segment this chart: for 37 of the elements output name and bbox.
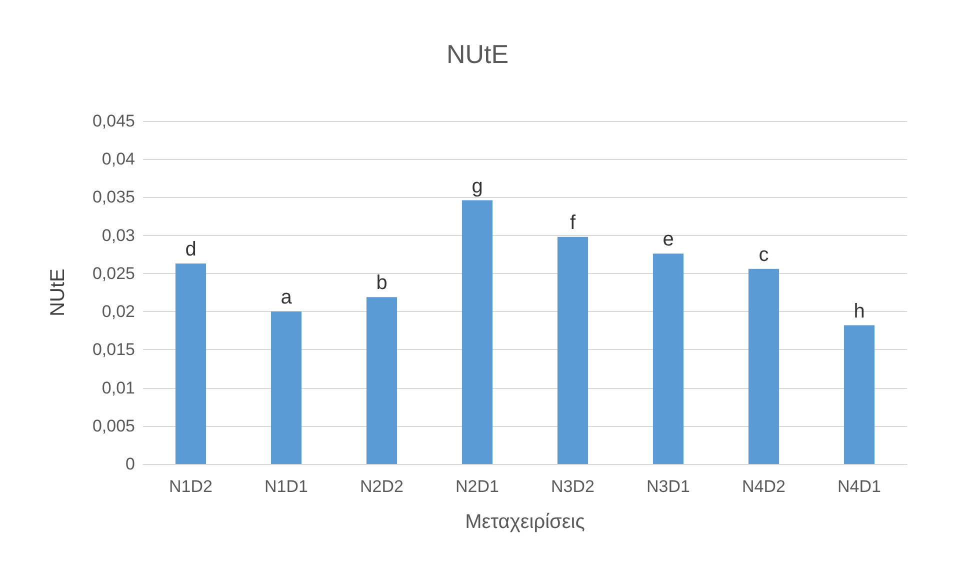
- y-tick-label: 0,005: [92, 416, 135, 436]
- annotation: c: [758, 244, 769, 266]
- annotation: d: [185, 238, 196, 261]
- x-tick-label: N3D2: [551, 477, 594, 496]
- y-tick-label: 0,04: [102, 150, 135, 169]
- bar: [844, 325, 875, 464]
- y-tick-label: 0,045: [92, 112, 135, 130]
- annotation: g: [472, 175, 483, 198]
- annotation: a: [280, 286, 293, 309]
- y-tick-label: 0,015: [92, 340, 135, 360]
- annotation: f: [570, 212, 576, 234]
- x-tick-label: N3D1: [646, 477, 690, 496]
- bar: [652, 254, 684, 464]
- x-tick-label: N1D2: [169, 477, 212, 496]
- bar: [270, 312, 302, 464]
- annotation: h: [854, 300, 865, 322]
- y-tick-label: 0,02: [102, 302, 135, 322]
- y-tick-label: 0,01: [102, 378, 135, 398]
- bar: [557, 236, 588, 464]
- bar: [748, 268, 780, 464]
- y-tick-label: 0,035: [92, 188, 135, 207]
- x-axis-title: Μεταχειρίσεις: [465, 511, 586, 533]
- x-tick-label: N2D2: [360, 477, 404, 496]
- x-tick-label: N4D2: [742, 477, 786, 496]
- y-tick-label: 0,03: [102, 226, 135, 245]
- y-tick-label: 0: [126, 454, 135, 474]
- annotation: b: [376, 272, 388, 294]
- y-axis-title: NUtE: [47, 268, 69, 316]
- annotation: e: [662, 228, 674, 251]
- x-tick-label: N1D1: [264, 477, 308, 496]
- bar: [175, 264, 206, 464]
- y-tick-label: 0,025: [92, 264, 135, 283]
- x-tick-label: N2D1: [456, 477, 499, 496]
- chart-title: NUtE: [446, 39, 509, 69]
- x-tick-label: N4D1: [838, 477, 881, 496]
- bar: [462, 200, 493, 464]
- bar: [366, 297, 398, 464]
